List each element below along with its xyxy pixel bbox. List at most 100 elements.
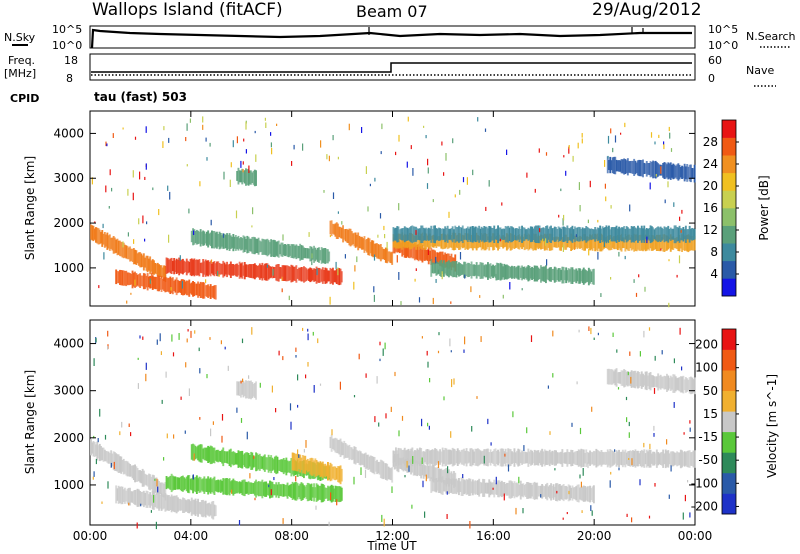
power-echo-cell: [465, 228, 468, 241]
power-echo-cell: [640, 160, 643, 177]
velocity-scatter-echo: [379, 358, 381, 362]
velocity-scatter-echo: [424, 511, 426, 518]
power-echo-cell: [241, 238, 244, 250]
velocity-scatter-echo: [107, 346, 109, 350]
power-echo-cell: [285, 265, 288, 282]
xtick-label: 16:00: [476, 529, 511, 543]
velocity-echo-cell: [117, 485, 120, 504]
power-echo-cell: [483, 226, 486, 243]
power-scatter-echo: [398, 272, 400, 280]
power-scatter-echo: [254, 130, 256, 134]
velocity-echo-cell: [402, 457, 405, 472]
velocity-echo-cell: [279, 484, 281, 497]
velocity-scatter-echo: [649, 443, 651, 450]
velocity-echo-cell: [339, 438, 342, 457]
velocity-echo-cell: [587, 452, 590, 464]
velocity-scatter-echo: [251, 327, 253, 335]
velocity-echo-cell: [574, 487, 576, 500]
velocity-echo-cell: [450, 479, 453, 493]
velocity-echo-cell: [145, 474, 148, 486]
velocity-echo-cell: [638, 453, 641, 464]
power-scatter-echo: [588, 248, 590, 256]
power-scatter-echo: [437, 269, 439, 274]
power-echo-cell: [305, 268, 308, 281]
power-echo-cell: [140, 253, 143, 268]
power-echo-cell: [635, 234, 638, 252]
power-echo-cell: [610, 235, 613, 250]
velocity-echo-cell: [148, 494, 150, 506]
power-echo-cell: [618, 226, 620, 242]
power-scatter-echo: [678, 255, 681, 264]
velocity-echo-cell: [405, 459, 407, 472]
velocity-echo-cell: [246, 482, 249, 494]
power-scatter-echo: [435, 279, 437, 283]
power-echo-cell: [140, 275, 143, 287]
power-scatter-echo: [667, 181, 669, 188]
power-echo-cell: [454, 225, 457, 243]
power-echo-cell: [439, 260, 441, 276]
velocity-echo-cell: [412, 459, 415, 476]
power-echo-cell: [416, 244, 419, 261]
velocity-scatter-echo: [492, 487, 494, 490]
velocity-echo-cell: [431, 464, 434, 482]
velocity-echo-cell: [310, 483, 313, 501]
velocity-echo-cell: [281, 459, 284, 473]
velocity-echo-cell: [614, 453, 617, 464]
power-echo-cell: [281, 242, 284, 257]
power-echo-cell: [253, 169, 256, 187]
velocity-echo-cell: [692, 379, 695, 393]
power-scatter-echo: [185, 137, 187, 142]
power-echo-cell: [542, 266, 545, 282]
velocity-scatter-echo: [670, 465, 672, 472]
velocity-scatter-echo: [278, 350, 280, 356]
power-echo-cell: [316, 267, 319, 283]
power-echo-cell: [677, 163, 680, 181]
velocity-echo-cell: [518, 484, 521, 496]
power-echo-cell: [470, 261, 473, 279]
power-echo-cell: [155, 263, 158, 275]
velocity-scatter-echo: [358, 353, 360, 360]
velocity-scatter-echo: [271, 385, 273, 393]
velocity-echo-cell: [652, 451, 654, 466]
power-scatter-echo: [624, 255, 626, 260]
power-echo-cell: [206, 231, 208, 246]
power-scatter-echo: [242, 169, 244, 173]
velocity-echo-cell: [659, 374, 662, 390]
power-scatter-echo: [466, 177, 468, 185]
power-echo-cell: [657, 163, 660, 177]
power-scatter-echo: [106, 143, 108, 147]
velocity-echo-cell: [677, 377, 680, 391]
velocity-echo-cell: [681, 450, 683, 468]
power-echo-cell: [112, 236, 115, 254]
power-scatter-echo: [379, 213, 382, 219]
power-echo-cell: [243, 236, 246, 252]
power-echo-cell: [106, 232, 109, 250]
power-echo-cell: [648, 228, 651, 241]
velocity-echo-cell: [267, 454, 270, 473]
power-echo-cell: [212, 286, 215, 298]
power-echo-cell: [158, 275, 160, 292]
velocity-echo-cell: [511, 481, 513, 498]
velocity-echo-cell: [140, 492, 143, 506]
power-echo-cell: [434, 250, 436, 265]
power-echo-cell: [691, 236, 694, 251]
velocity-echo-cell: [251, 452, 254, 470]
power-echo-cell: [282, 244, 285, 256]
power-echo-cell: [455, 261, 458, 278]
velocity-scatter-echo: [113, 461, 115, 470]
power-echo-cell: [495, 262, 498, 281]
velocity-echo-cell: [439, 468, 441, 482]
power-echo-cell: [619, 160, 622, 172]
velocity-echo-cell: [160, 482, 163, 496]
power-echo-cell: [217, 261, 220, 277]
power-echo-cell: [633, 158, 636, 176]
velocity-echo-cell: [209, 445, 212, 465]
velocity-echo-cell: [692, 450, 695, 468]
velocity-echo-cell: [422, 451, 425, 463]
power-echo-cell: [276, 264, 279, 282]
velocity-echo-cell: [400, 448, 402, 465]
velocity-scatter-echo: [480, 336, 482, 342]
velocity-echo-cell: [319, 461, 322, 478]
power-echo-cell: [198, 259, 201, 277]
velocity-echo-cell: [217, 479, 220, 493]
